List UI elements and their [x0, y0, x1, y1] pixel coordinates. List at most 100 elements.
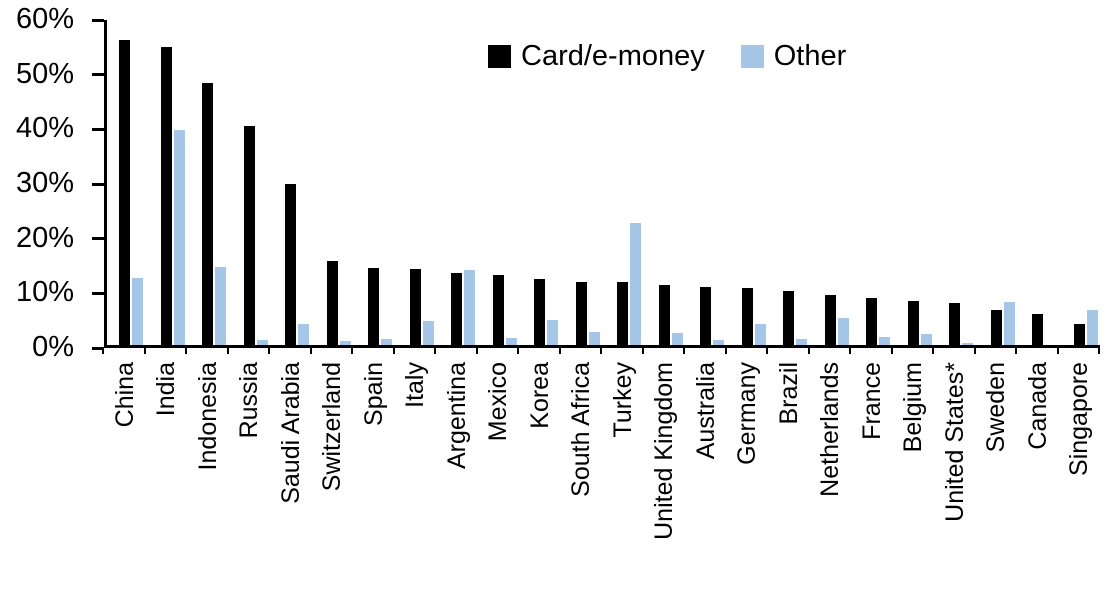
- y-axis-label-50pct: 50%: [15, 57, 74, 90]
- legend-item-other: Other: [740, 40, 847, 72]
- x-axis-tick: [849, 348, 851, 354]
- x-axis-label-united-states-: United States*: [940, 362, 969, 522]
- legend-label-other: Other: [773, 40, 847, 72]
- x-axis-tick: [102, 348, 104, 354]
- bar-other-belgium: [920, 334, 932, 345]
- x-axis-label-saudi-arabia: Saudi Arabia: [276, 362, 305, 504]
- x-axis-label-mexico: Mexico: [484, 362, 513, 442]
- bar-card-e-money-saudi-arabia: [285, 183, 296, 345]
- bar-card-e-money-indonesia: [202, 83, 213, 345]
- y-axis-tick-40pct: [92, 127, 104, 131]
- x-axis-tick: [973, 348, 976, 354]
- bar-card-e-money-spain: [368, 268, 379, 345]
- bar-card-e-money-argentina: [451, 272, 462, 345]
- bar-other-united-states-: [962, 343, 973, 345]
- x-axis-label-france: France: [857, 362, 886, 440]
- bar-card-e-money-korea: [534, 278, 545, 345]
- bar-other-china: [132, 278, 143, 345]
- x-axis-label-singapore: Singapore: [1065, 362, 1094, 476]
- x-axis-tick: [641, 348, 644, 354]
- bar-card-e-money-china: [119, 40, 130, 345]
- y-axis-tick-50pct: [92, 73, 104, 77]
- x-axis-label-south-africa: South Africa: [567, 362, 596, 497]
- x-axis-tick: [226, 348, 229, 354]
- x-axis-label-india: India: [152, 362, 181, 417]
- y-axis-tick-20pct: [92, 237, 104, 241]
- x-axis-label-spain: Spain: [359, 362, 388, 426]
- bar-other-south-africa: [588, 332, 600, 345]
- x-axis-tick: [724, 348, 727, 354]
- bar-other-russia: [256, 339, 268, 345]
- bar-other-india: [173, 129, 185, 345]
- y-axis-tick-60pct: [92, 18, 104, 22]
- x-axis-tick: [766, 348, 768, 354]
- bar-other-italy: [422, 320, 434, 345]
- y-axis-tick-30pct: [92, 182, 104, 186]
- bar-card-e-money-belgium: [907, 300, 919, 345]
- x-axis-tick: [890, 348, 893, 354]
- x-axis-tick: [185, 348, 187, 354]
- bar-other-singapore: [1086, 309, 1098, 345]
- x-axis-label-china: China: [110, 362, 139, 428]
- bar-card-e-money-italy: [409, 268, 421, 345]
- bar-card-e-money-germany: [741, 287, 753, 345]
- bar-card-e-money-united-states-: [949, 302, 960, 345]
- x-axis-label-korea: Korea: [525, 362, 554, 429]
- y-axis-label-60pct: 60%: [15, 3, 74, 35]
- x-axis-label-turkey: Turkey: [608, 362, 637, 438]
- bar-other-turkey: [630, 222, 641, 345]
- x-axis-tick: [807, 348, 810, 354]
- bar-card-e-money-singapore: [1073, 324, 1085, 345]
- bar-other-france: [879, 336, 890, 345]
- x-axis-label-canada: Canada: [1023, 362, 1052, 450]
- plot-area: [92, 18, 1100, 350]
- x-axis-tick: [309, 348, 312, 354]
- other-series-swatch-icon: [740, 45, 764, 68]
- bar-other-korea: [547, 320, 558, 345]
- bar-other-australia: [713, 339, 724, 345]
- x-axis-tick: [475, 348, 478, 354]
- chart-legend: Card/e-money Other: [488, 42, 846, 71]
- x-axis-label-united-kingdom: United Kingdom: [650, 362, 679, 540]
- bar-other-sweden: [1003, 301, 1015, 345]
- bar-other-netherlands: [837, 317, 849, 345]
- x-axis-tick: [517, 348, 519, 354]
- x-axis-tick: [392, 348, 395, 354]
- bar-other-germany: [754, 323, 766, 345]
- bar-other-spain: [381, 339, 392, 345]
- x-axis-tick: [600, 348, 602, 354]
- x-axis-label-italy: Italy: [401, 362, 430, 408]
- bar-other-saudi-arabia: [298, 323, 309, 345]
- y-axis-label-20pct: 20%: [15, 221, 74, 254]
- legend-item-card: Card/e-money: [488, 42, 705, 71]
- x-axis-tick: [1015, 348, 1017, 354]
- y-axis-label-40pct: 40%: [15, 112, 74, 145]
- bar-card-e-money-france: [866, 297, 877, 345]
- x-axis-label-belgium: Belgium: [899, 362, 928, 453]
- bar-other-united-kingdom: [671, 333, 683, 345]
- bar-other-mexico: [505, 337, 517, 345]
- x-axis-label-sweden: Sweden: [982, 362, 1011, 453]
- y-axis-label-0pct: 0%: [32, 331, 74, 363]
- legend-label-card: Card/e-money: [521, 40, 705, 72]
- bar-card-e-money-sweden: [990, 309, 1002, 345]
- x-axis-tick: [268, 348, 270, 354]
- x-axis-tick: [683, 348, 685, 354]
- bar-card-e-money-mexico: [492, 275, 504, 345]
- bar-card-e-money-netherlands: [824, 295, 836, 345]
- bar-card-e-money-canada: [1032, 313, 1043, 345]
- x-axis-tick: [1098, 348, 1100, 354]
- bar-card-e-money-india: [160, 47, 172, 345]
- x-axis-tick: [932, 348, 934, 354]
- card-series-swatch-icon: [488, 45, 511, 68]
- bar-other-argentina: [464, 269, 475, 345]
- bar-card-e-money-turkey: [617, 282, 628, 345]
- x-axis-label-switzerland: Switzerland: [318, 362, 347, 492]
- x-axis-label-argentina: Argentina: [442, 362, 471, 470]
- y-axis-tick-10pct: [92, 291, 104, 295]
- x-axis-tick: [558, 348, 561, 354]
- y-axis-label-30pct: 30%: [15, 167, 74, 199]
- bar-card-e-money-united-kingdom: [658, 284, 670, 345]
- bar-other-indonesia: [215, 267, 226, 345]
